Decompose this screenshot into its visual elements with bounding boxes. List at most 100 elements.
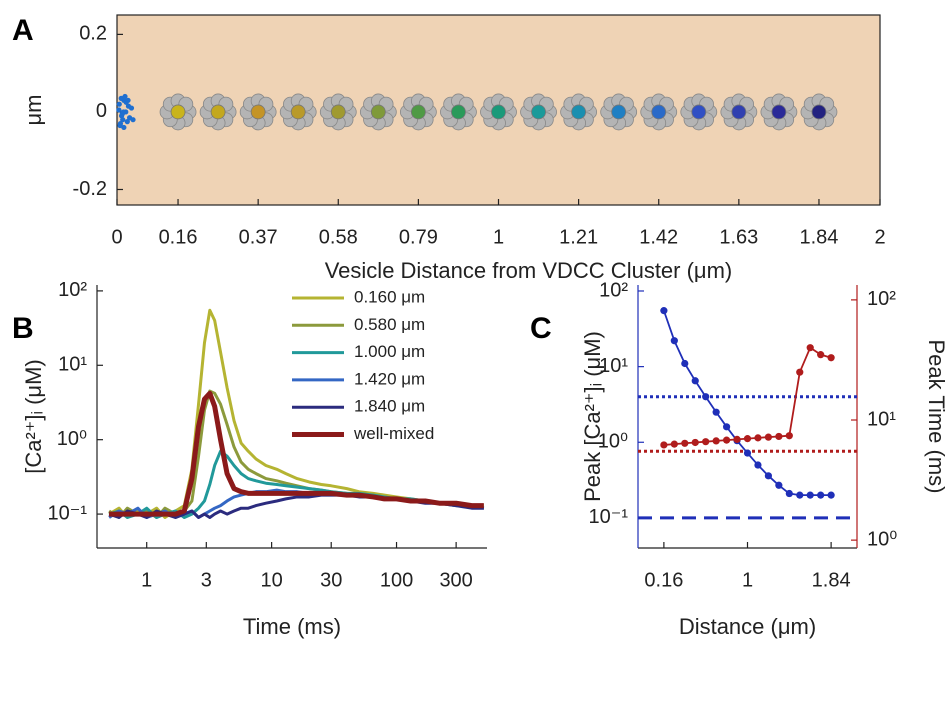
series-marker	[702, 438, 710, 446]
x-tick-label: 1.84	[799, 226, 838, 248]
y-axis-label: [Ca²⁺]ᵢ (μM)	[21, 359, 46, 474]
vesicle	[480, 93, 517, 131]
channel-point	[120, 117, 126, 123]
series-marker	[796, 368, 804, 376]
x-axis-label: Vesicle Distance from VDCC Cluster (μm)	[325, 258, 733, 283]
legend-label: 1.420 μm	[354, 369, 425, 388]
y-tick-label: 10¹	[599, 355, 628, 377]
vesicle	[600, 93, 638, 131]
series-marker	[743, 449, 752, 457]
vesicle-center	[811, 104, 827, 120]
series-marker	[806, 491, 814, 499]
vesicle-center	[611, 104, 627, 120]
series-marker	[827, 491, 835, 499]
channel-point	[124, 119, 130, 125]
channel-point	[130, 117, 136, 123]
legend-label: well-mixed	[353, 424, 434, 443]
x-tick-label: 1	[742, 569, 753, 591]
series-marker	[712, 437, 720, 445]
y-tick-label: 10⁰	[598, 431, 628, 453]
panel-letter: B	[12, 312, 34, 345]
y-tick-label: 10⁻¹	[48, 502, 88, 524]
x-tick-label: 30	[320, 569, 342, 591]
x-tick-label: 1	[141, 569, 152, 591]
panel-letter: C	[530, 312, 552, 345]
y-tick-label: -0.2	[73, 178, 107, 200]
series-marker	[817, 491, 825, 499]
vesicle-center	[731, 104, 747, 120]
y-tick-label: 10¹	[58, 354, 87, 376]
channel-point	[116, 107, 122, 113]
vesicle	[239, 93, 277, 131]
y-tick-label: 10²	[599, 279, 628, 301]
vesicle	[680, 93, 718, 131]
series-marker	[764, 433, 773, 441]
vesicle-center	[410, 104, 426, 120]
x-tick-label: 1.63	[719, 226, 758, 248]
y-axis-label: Peak [Ca²⁺]ᵢ (μM)	[580, 331, 605, 502]
x-tick-label: 10	[260, 569, 282, 591]
x-tick-label: 0.79	[399, 226, 438, 248]
vesicle-center	[651, 104, 667, 120]
series-marker	[775, 432, 783, 441]
x-tick-label: 1.21	[559, 226, 598, 248]
vesicle-center	[210, 104, 226, 120]
vesicle-center	[451, 104, 466, 120]
series-marker	[681, 359, 689, 368]
series-line	[663, 310, 832, 497]
panel-letter: A	[12, 14, 34, 47]
legend-label: 0.580 μm	[354, 315, 425, 334]
x-tick-label: 3	[201, 569, 212, 591]
y-tick-label: 0.2	[79, 23, 107, 45]
y-tick-label: 10⁰	[867, 528, 897, 550]
vesicle	[159, 93, 197, 131]
channel-point	[116, 101, 122, 107]
x-tick-label: 0	[111, 226, 122, 248]
x-tick-label: 1.42	[639, 226, 678, 248]
vesicle	[760, 93, 798, 131]
vesicle-center	[290, 104, 306, 120]
vesicle	[560, 93, 598, 131]
y-tick-label: 10⁰	[57, 428, 87, 450]
x-tick-label: 0.16	[159, 226, 198, 248]
series-marker	[806, 344, 814, 352]
vesicle	[720, 93, 758, 131]
x-tick-label: 300	[439, 569, 472, 591]
series-marker	[785, 432, 793, 440]
x-axis-label: Time (ms)	[243, 614, 341, 639]
x-axis-label: Distance (μm)	[679, 614, 816, 639]
series-marker	[670, 337, 678, 345]
vesicle	[359, 93, 397, 131]
y-tick-label: 10¹	[867, 408, 896, 430]
series-marker	[796, 491, 804, 499]
vesicle-center	[491, 104, 506, 120]
channel-point	[125, 97, 131, 103]
series-marker	[733, 435, 741, 443]
series-marker	[681, 439, 689, 447]
vesicle	[800, 93, 838, 131]
series-marker	[691, 438, 699, 447]
y-tick-label: 10⁻¹	[589, 506, 629, 528]
channel-point	[122, 93, 128, 100]
vesicle-center	[170, 104, 186, 120]
series-marker	[722, 436, 731, 444]
vesicle-center	[330, 104, 346, 120]
series-marker	[827, 354, 835, 362]
series-marker	[660, 307, 668, 315]
channel-point	[120, 109, 127, 115]
legend-label: 0.160 μm	[354, 287, 425, 306]
series-marker	[722, 423, 731, 431]
channel-point	[128, 105, 135, 111]
vesicle	[520, 93, 557, 131]
series-marker	[743, 435, 752, 443]
series-marker	[754, 434, 762, 442]
series-marker	[660, 441, 668, 449]
vesicle	[440, 93, 477, 131]
series-marker	[785, 489, 793, 498]
vesicle-center	[771, 104, 787, 120]
vesicle	[199, 93, 237, 131]
x-tick-label: 0.58	[319, 226, 358, 248]
vesicle-center	[571, 104, 587, 120]
series-marker	[691, 377, 699, 385]
